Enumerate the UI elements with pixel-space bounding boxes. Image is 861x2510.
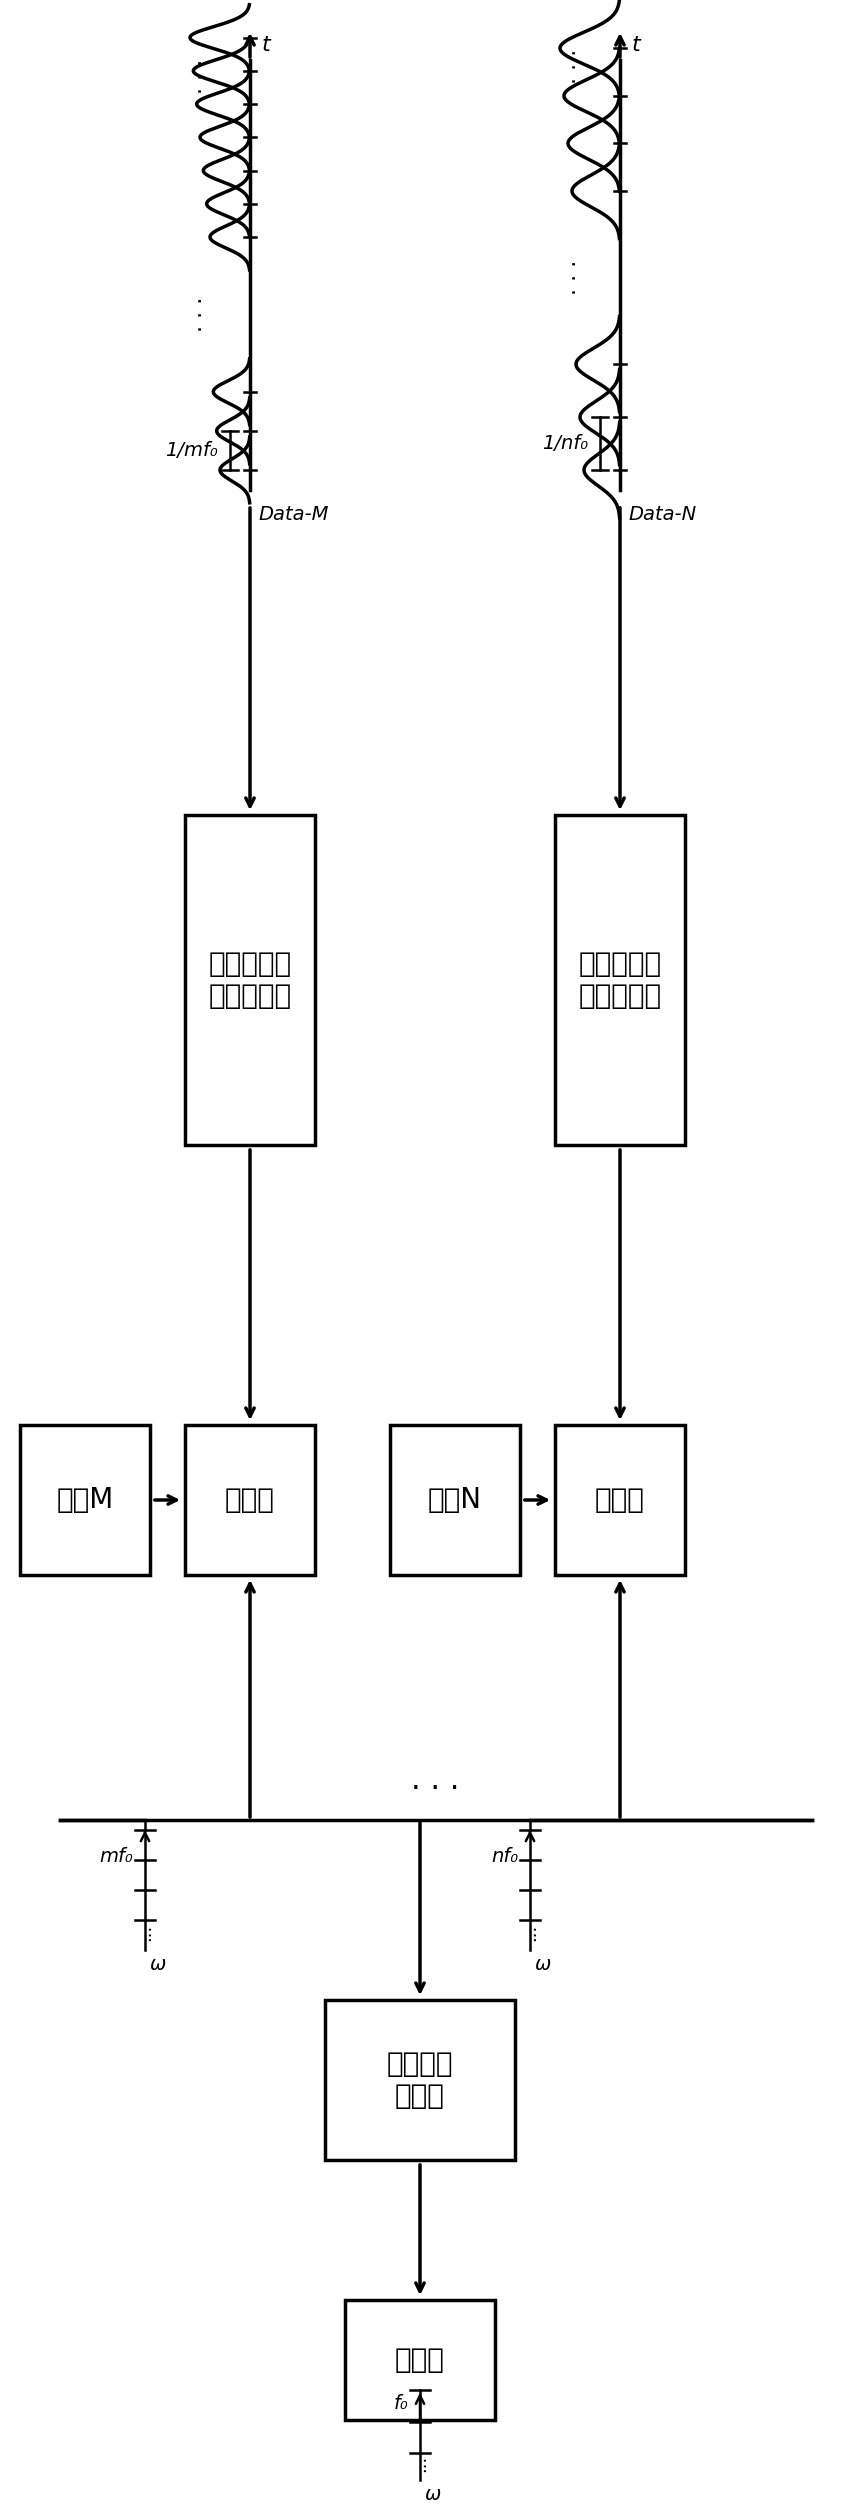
Bar	[325, 2000, 514, 2161]
Text: · · ·: · · ·	[566, 50, 585, 85]
Text: t: t	[631, 35, 640, 55]
Bar	[344, 2299, 494, 2420]
Bar	[185, 816, 314, 1145]
Text: f₀: f₀	[393, 2395, 407, 2412]
Text: ...: ...	[136, 1923, 154, 1940]
Text: · · ·: · · ·	[192, 296, 212, 331]
Text: t: t	[262, 35, 270, 55]
Text: 单行载流子
光电探测器: 单行载流子 光电探测器	[578, 949, 660, 1009]
Text: ω: ω	[150, 1955, 166, 1973]
Text: Data-N: Data-N	[628, 505, 696, 525]
Text: 光频源: 光频源	[394, 2347, 444, 2374]
Text: · · ·: · · ·	[566, 261, 585, 296]
Text: 调制器: 调制器	[225, 1486, 275, 1514]
Text: ...: ...	[520, 1923, 538, 1940]
Bar	[185, 1426, 314, 1574]
Text: ω: ω	[424, 2485, 441, 2505]
Text: 调制器: 调制器	[594, 1486, 644, 1514]
Text: 1/mf₀: 1/mf₀	[165, 442, 218, 459]
Text: 可编程器
处理器: 可编程器 处理器	[387, 2051, 453, 2111]
Bar	[554, 1426, 684, 1574]
Bar	[20, 1426, 150, 1574]
Text: nf₀: nf₀	[490, 1847, 517, 1865]
Text: · · ·: · · ·	[192, 58, 212, 93]
Text: ω: ω	[535, 1955, 551, 1973]
Text: 1/nf₀: 1/nf₀	[542, 434, 587, 452]
Text: Data-M: Data-M	[257, 505, 328, 525]
Text: 单行载流子
光电探测器: 单行载流子 光电探测器	[208, 949, 291, 1009]
Bar	[389, 1426, 519, 1574]
Text: 数据M: 数据M	[56, 1486, 114, 1514]
Text: ...: ...	[411, 2455, 429, 2472]
Bar	[554, 816, 684, 1145]
Text: mf₀: mf₀	[99, 1847, 133, 1865]
Text: 数据N: 数据N	[428, 1486, 481, 1514]
Text: · · ·: · · ·	[411, 1775, 459, 1805]
